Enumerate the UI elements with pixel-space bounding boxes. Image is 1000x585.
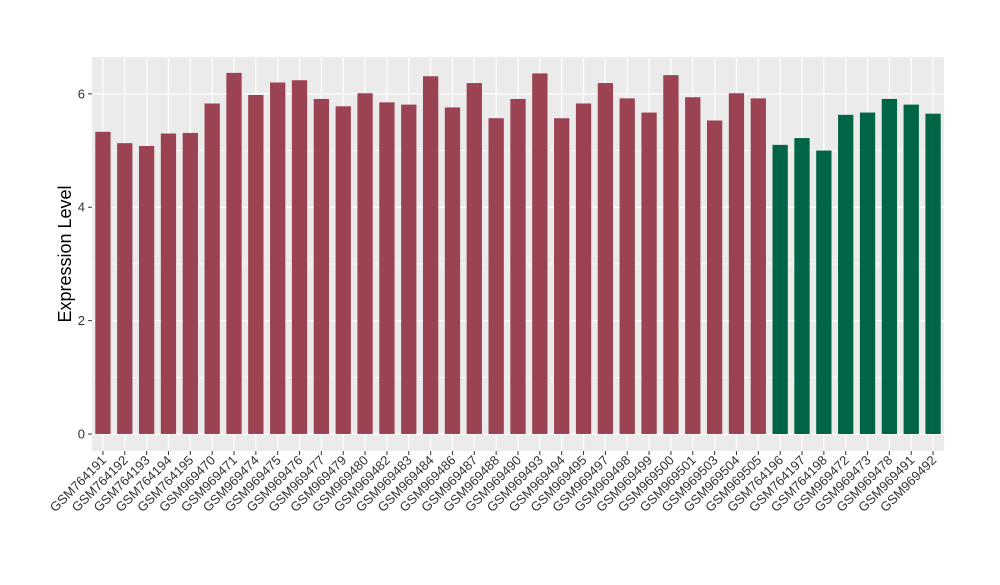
- bar-GSM969470: [204, 103, 220, 434]
- y-axis-title: Expression Level: [55, 185, 75, 322]
- y-axis: 0 2 4 6: [78, 86, 92, 441]
- bar-GSM969475: [270, 82, 286, 434]
- bar-GSM969490: [510, 98, 526, 434]
- bar-GSM969505: [750, 98, 766, 434]
- bar-GSM969473: [859, 112, 876, 434]
- y-tick-label: 6: [78, 86, 85, 101]
- bar-GSM969504: [728, 93, 745, 434]
- bar-GSM764192: [117, 143, 133, 434]
- bars-group: [95, 72, 941, 434]
- x-axis: GSM764191GSM764192GSM764193GSM764194GSM7…: [47, 451, 939, 515]
- bar-GSM969486: [444, 107, 461, 434]
- bar-GSM969478: [881, 98, 898, 434]
- bar-GSM969471: [226, 72, 242, 434]
- bar-GSM969472: [838, 114, 854, 434]
- y-tick-label: 0: [78, 426, 85, 441]
- bar-GSM764197: [794, 138, 810, 434]
- bar-GSM969500: [663, 75, 679, 434]
- bar-GSM969499: [641, 112, 657, 434]
- bar-GSM764198: [816, 150, 832, 434]
- bar-GSM969482: [379, 102, 395, 434]
- bar-GSM969497: [597, 83, 614, 434]
- bar-GSM764193: [138, 146, 155, 434]
- bar-GSM969491: [903, 104, 919, 434]
- bar-GSM969474: [248, 94, 264, 434]
- y-tick-label: 4: [78, 200, 85, 215]
- bar-GSM969495: [575, 103, 592, 434]
- bar-GSM764194: [160, 133, 177, 434]
- bar-GSM969501: [685, 97, 701, 434]
- y-tick-label: 2: [78, 313, 85, 328]
- bar-GSM969477: [313, 98, 330, 434]
- bar-GSM969480: [357, 93, 373, 434]
- bar-GSM764191: [95, 131, 111, 434]
- bar-GSM969488: [488, 118, 504, 434]
- bar-GSM969484: [422, 76, 439, 434]
- bar-GSM764196: [772, 144, 788, 434]
- bar-GSM969487: [466, 83, 482, 434]
- bar-GSM764195: [182, 132, 198, 434]
- bar-GSM969494: [554, 118, 570, 434]
- bar-GSM969492: [925, 113, 941, 434]
- bar-GSM969483: [401, 104, 417, 434]
- bar-GSM969498: [619, 98, 635, 434]
- bar-GSM969503: [706, 120, 723, 434]
- bar-GSM969493: [532, 73, 548, 434]
- bar-GSM969476: [291, 80, 308, 434]
- bar-GSM969479: [335, 106, 351, 434]
